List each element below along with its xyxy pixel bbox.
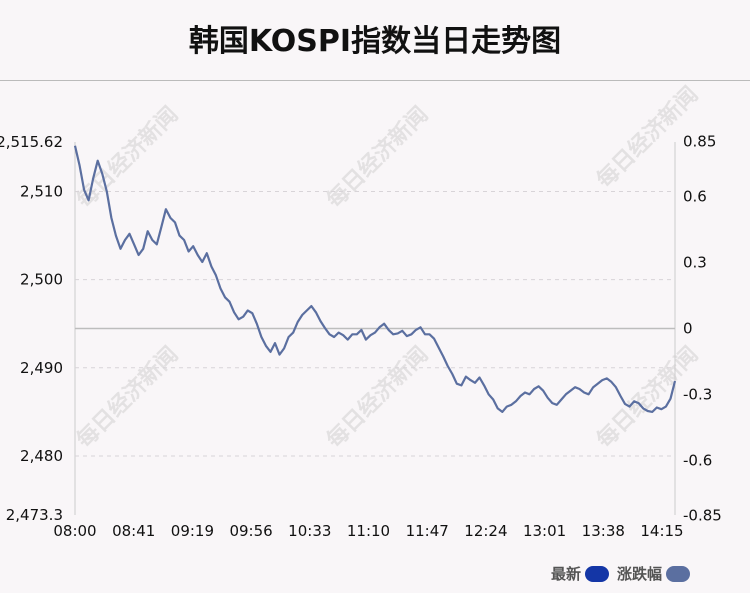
x-tick-label: 13:38 — [582, 522, 625, 540]
legend: 最新 涨跌幅 — [551, 563, 690, 584]
legend-item-latest: 最新 — [551, 563, 609, 584]
y-tick-label: 2,473.3 — [6, 506, 63, 524]
x-tick-label: 08:00 — [53, 522, 96, 540]
y-tick-label-right: -0.3 — [683, 385, 712, 403]
legend-swatch-change — [666, 565, 690, 582]
x-tick-label: 09:56 — [229, 522, 272, 540]
legend-label-latest: 最新 — [550, 565, 581, 583]
legend-label-change: 涨跌幅 — [616, 565, 662, 583]
x-tick-label: 14:15 — [640, 522, 683, 540]
legend-item-change: 涨跌幅 — [617, 563, 690, 584]
title-divider — [0, 80, 750, 81]
y-tick-label: 2,480 — [20, 447, 63, 465]
x-tick-label: 10:33 — [288, 522, 331, 540]
y-tick-label-right: -0.85 — [683, 506, 722, 524]
y-tick-label-right: -0.6 — [683, 451, 712, 469]
legend-swatch-latest — [584, 565, 609, 582]
x-tick-label: 09:19 — [171, 522, 214, 540]
y-tick-label-right: 0.3 — [683, 254, 707, 272]
y-tick-label: 2,490 — [20, 359, 63, 377]
y-tick-label-right: 0.85 — [683, 133, 716, 151]
series-line-latest — [73, 145, 677, 413]
y-tick-label: 2,510 — [20, 183, 63, 201]
y-tick-label-right: 0.6 — [683, 188, 707, 206]
x-tick-label: 11:10 — [347, 522, 390, 540]
x-tick-label: 11:47 — [406, 522, 449, 540]
y-tick-label: 2,515.62 — [0, 133, 63, 151]
x-tick-label: 08:41 — [112, 522, 155, 540]
x-tick-label: 13:01 — [523, 522, 566, 540]
y-tick-label-right: 0 — [683, 320, 693, 338]
chart-title: 韩国KOSPI指数当日走势图 — [188, 24, 562, 59]
x-tick-label: 12:24 — [464, 522, 507, 540]
y-tick-label: 2,500 — [20, 271, 63, 289]
